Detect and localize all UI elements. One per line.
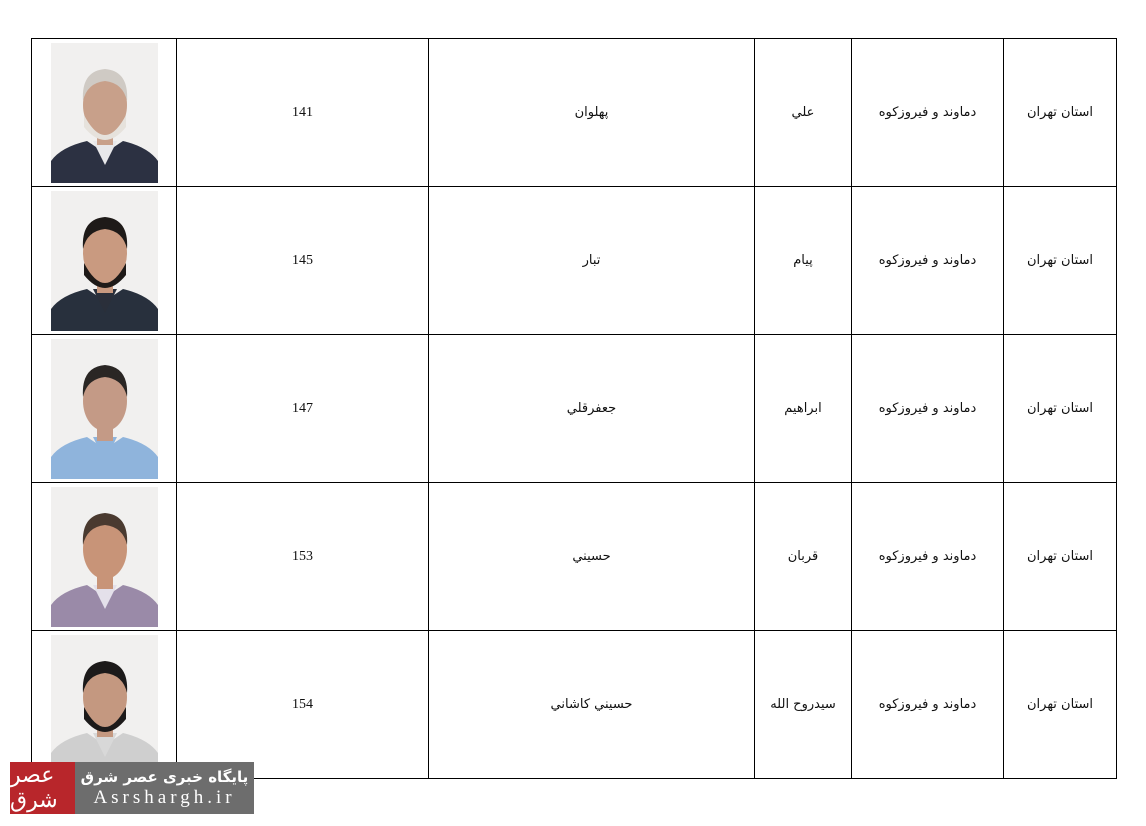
constituency: دماوند و فيروزكوه xyxy=(851,186,1004,335)
first-name: پيام xyxy=(754,186,852,335)
first-name: قربان xyxy=(754,482,852,631)
photo-cell xyxy=(31,630,177,779)
candidates-table: 141 پهلوان علي دماوند و فيروزكوه استان ت… xyxy=(31,38,1117,779)
table-row: 145 تبار پيام دماوند و فيروزكوه استان ته… xyxy=(31,186,1117,335)
site-watermark: عصر شرق پايگاه خبری عصر شرق Asrshargh.ir xyxy=(10,762,254,814)
last-name: پهلوان xyxy=(428,38,755,187)
watermark-logo: عصر شرق xyxy=(10,762,75,814)
constituency: دماوند و فيروزكوه xyxy=(851,482,1004,631)
last-name: حسيني xyxy=(428,482,755,631)
watermark-title: پايگاه خبری عصر شرق xyxy=(80,768,249,786)
constituency: دماوند و فيروزكوه xyxy=(851,334,1004,483)
candidate-photo xyxy=(50,42,158,183)
photo-cell xyxy=(31,186,177,335)
constituency: دماوند و فيروزكوه xyxy=(851,38,1004,187)
table-row: 141 پهلوان علي دماوند و فيروزكوه استان ت… xyxy=(31,38,1117,187)
photo-cell xyxy=(31,334,177,483)
candidate-code: 147 xyxy=(176,334,429,483)
table-row: 154 حسيني كاشاني سيدروح الله دماوند و في… xyxy=(31,630,1117,779)
last-name: جعفرقلي xyxy=(428,334,755,483)
photo-cell xyxy=(31,38,177,187)
province: استان تهران xyxy=(1003,186,1117,335)
candidate-photo xyxy=(50,338,158,479)
candidate-photo xyxy=(50,190,158,331)
watermark-site: Asrshargh.ir xyxy=(93,787,236,808)
table-row: 153 حسيني قربان دماوند و فيروزكوه استان … xyxy=(31,482,1117,631)
first-name: علي xyxy=(754,38,852,187)
candidate-code: 154 xyxy=(176,630,429,779)
province: استان تهران xyxy=(1003,38,1117,187)
candidate-code: 145 xyxy=(176,186,429,335)
first-name: ابراهيم xyxy=(754,334,852,483)
candidate-photo xyxy=(50,634,158,775)
constituency: دماوند و فيروزكوه xyxy=(851,630,1004,779)
province: استان تهران xyxy=(1003,482,1117,631)
candidate-code: 141 xyxy=(176,38,429,187)
photo-cell xyxy=(31,482,177,631)
candidate-photo xyxy=(50,486,158,627)
table-row: 147 جعفرقلي ابراهيم دماوند و فيروزكوه اس… xyxy=(31,334,1117,483)
last-name: حسيني كاشاني xyxy=(428,630,755,779)
candidate-code: 153 xyxy=(176,482,429,631)
last-name: تبار xyxy=(428,186,755,335)
first-name: سيدروح الله xyxy=(754,630,852,779)
province: استان تهران xyxy=(1003,630,1117,779)
province: استان تهران xyxy=(1003,334,1117,483)
